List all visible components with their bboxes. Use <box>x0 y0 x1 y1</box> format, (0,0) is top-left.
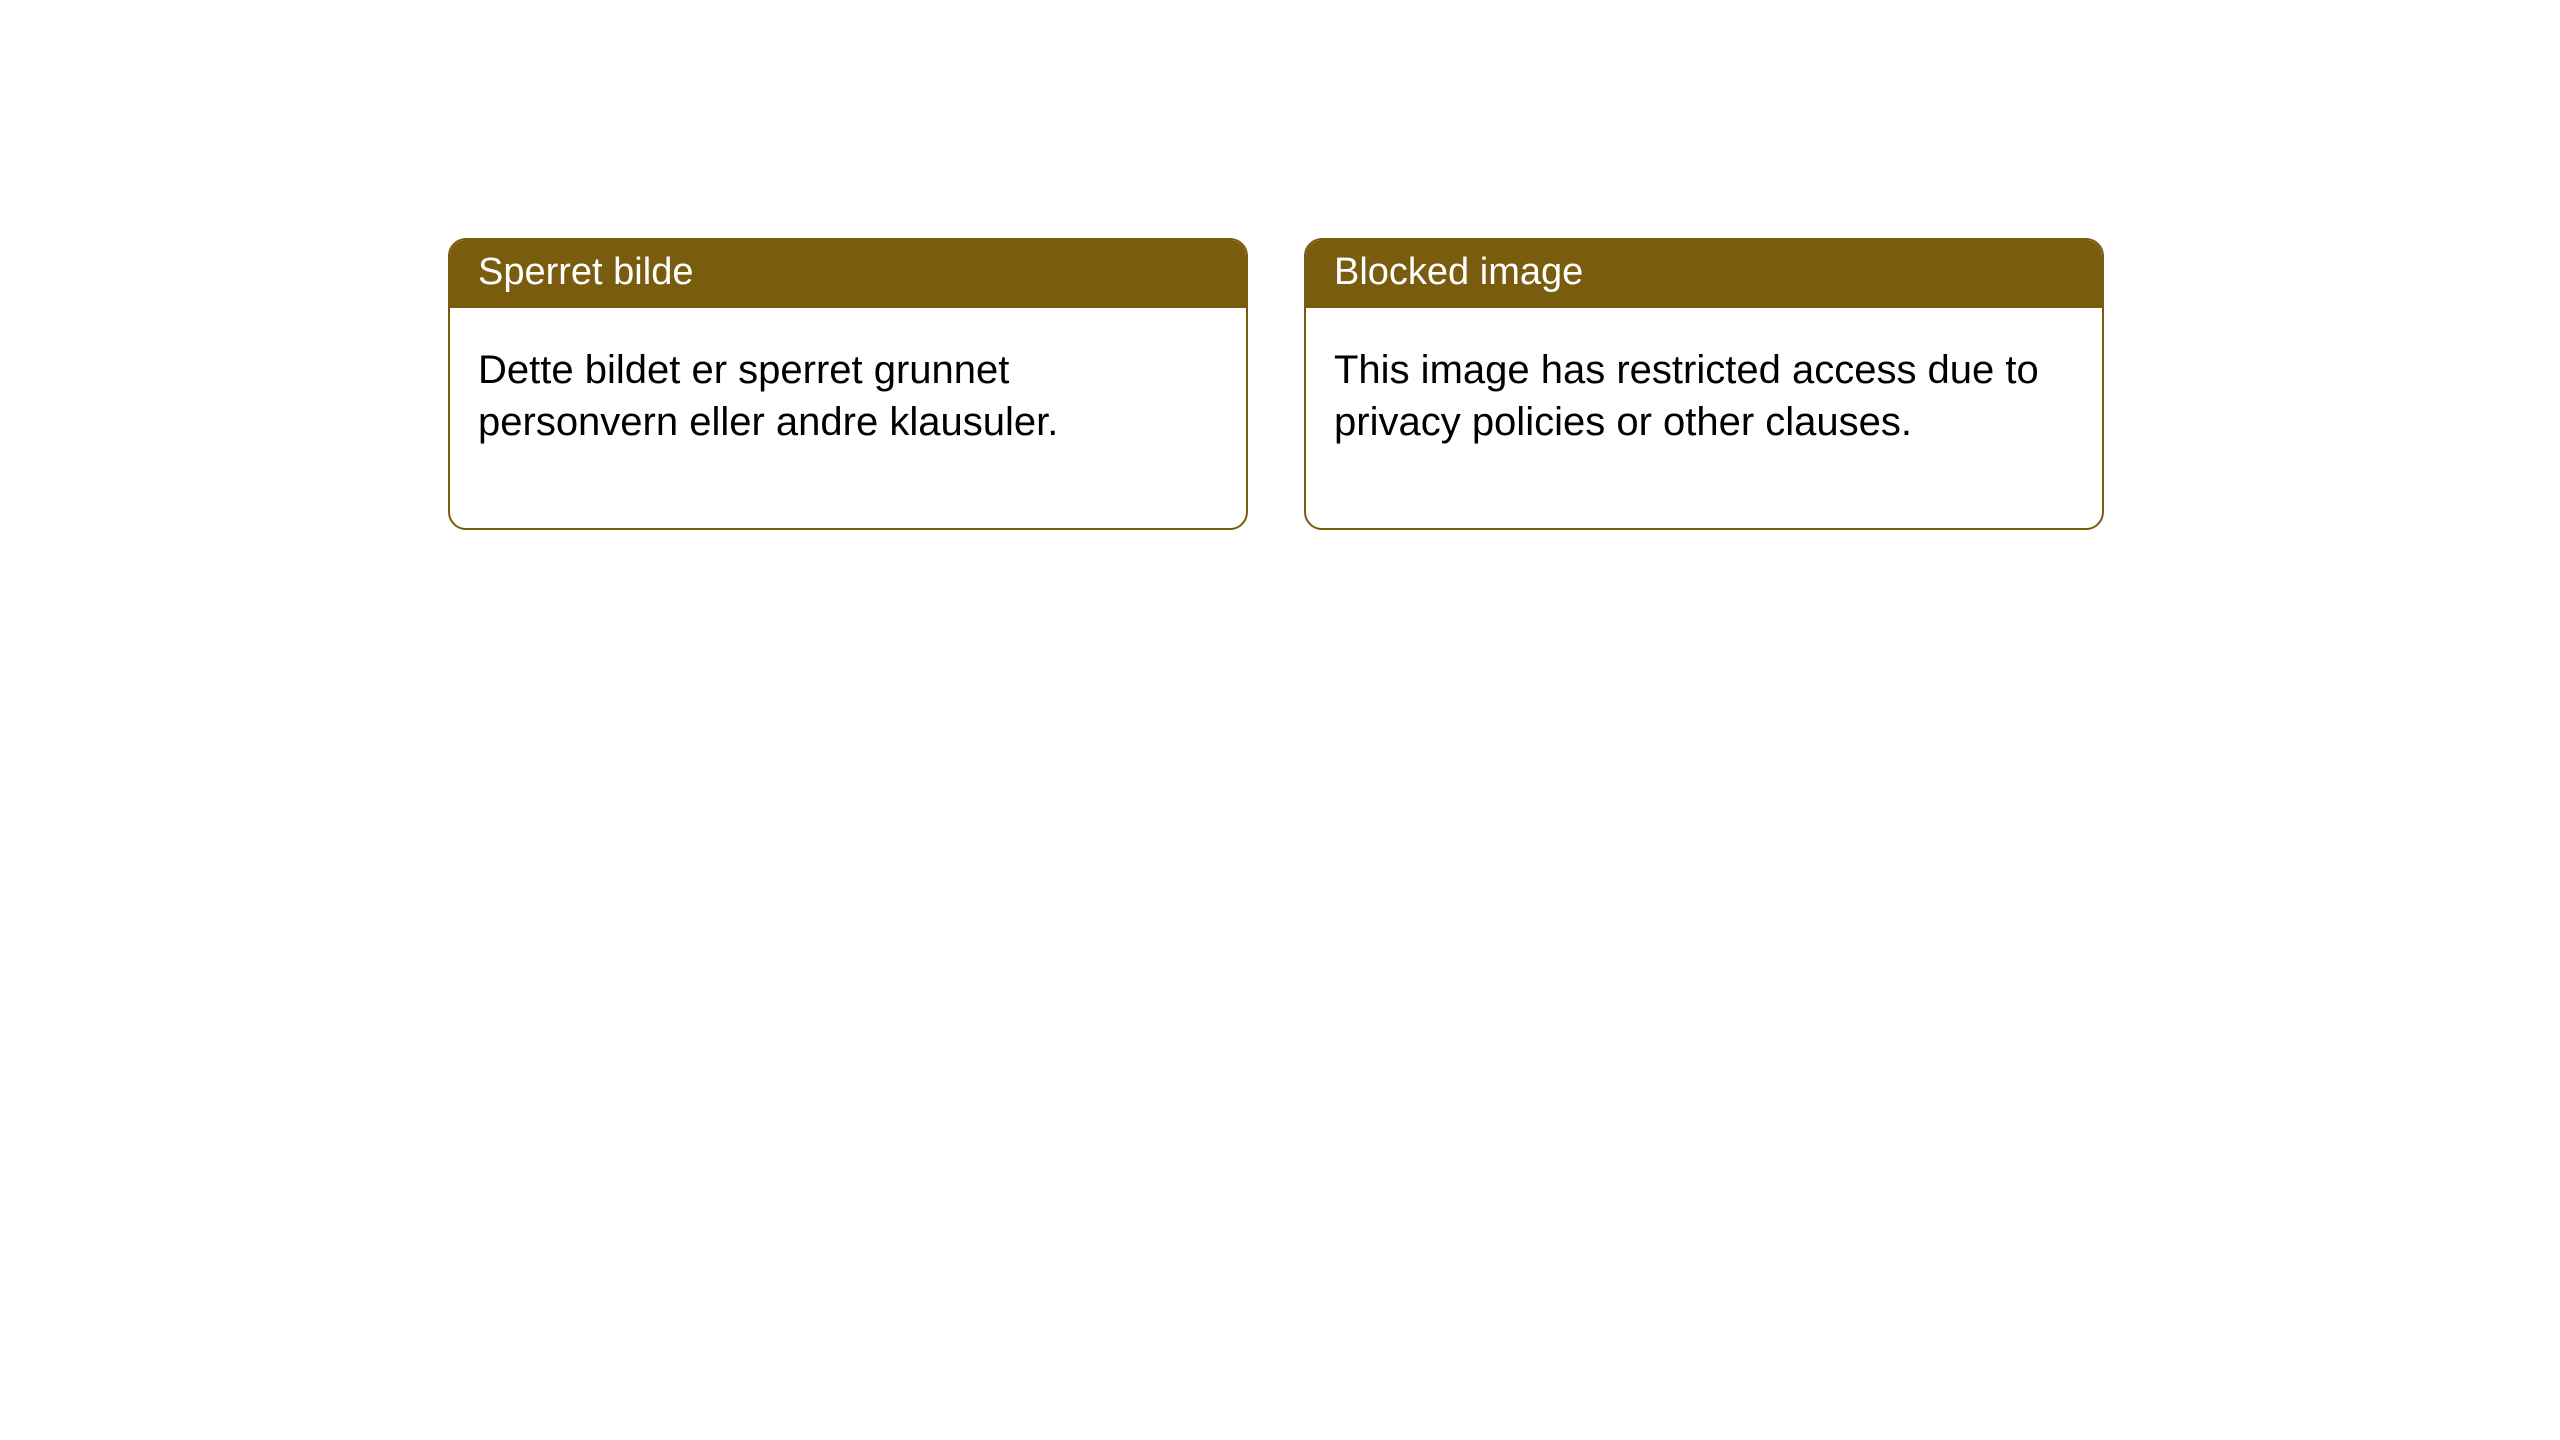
notice-container: Sperret bilde Dette bildet er sperret gr… <box>0 0 2560 530</box>
notice-title-no: Sperret bilde <box>450 240 1246 308</box>
notice-card-no: Sperret bilde Dette bildet er sperret gr… <box>448 238 1248 530</box>
notice-body-en: This image has restricted access due to … <box>1306 308 2102 528</box>
notice-title-en: Blocked image <box>1306 240 2102 308</box>
notice-card-en: Blocked image This image has restricted … <box>1304 238 2104 530</box>
notice-body-no: Dette bildet er sperret grunnet personve… <box>450 308 1246 528</box>
